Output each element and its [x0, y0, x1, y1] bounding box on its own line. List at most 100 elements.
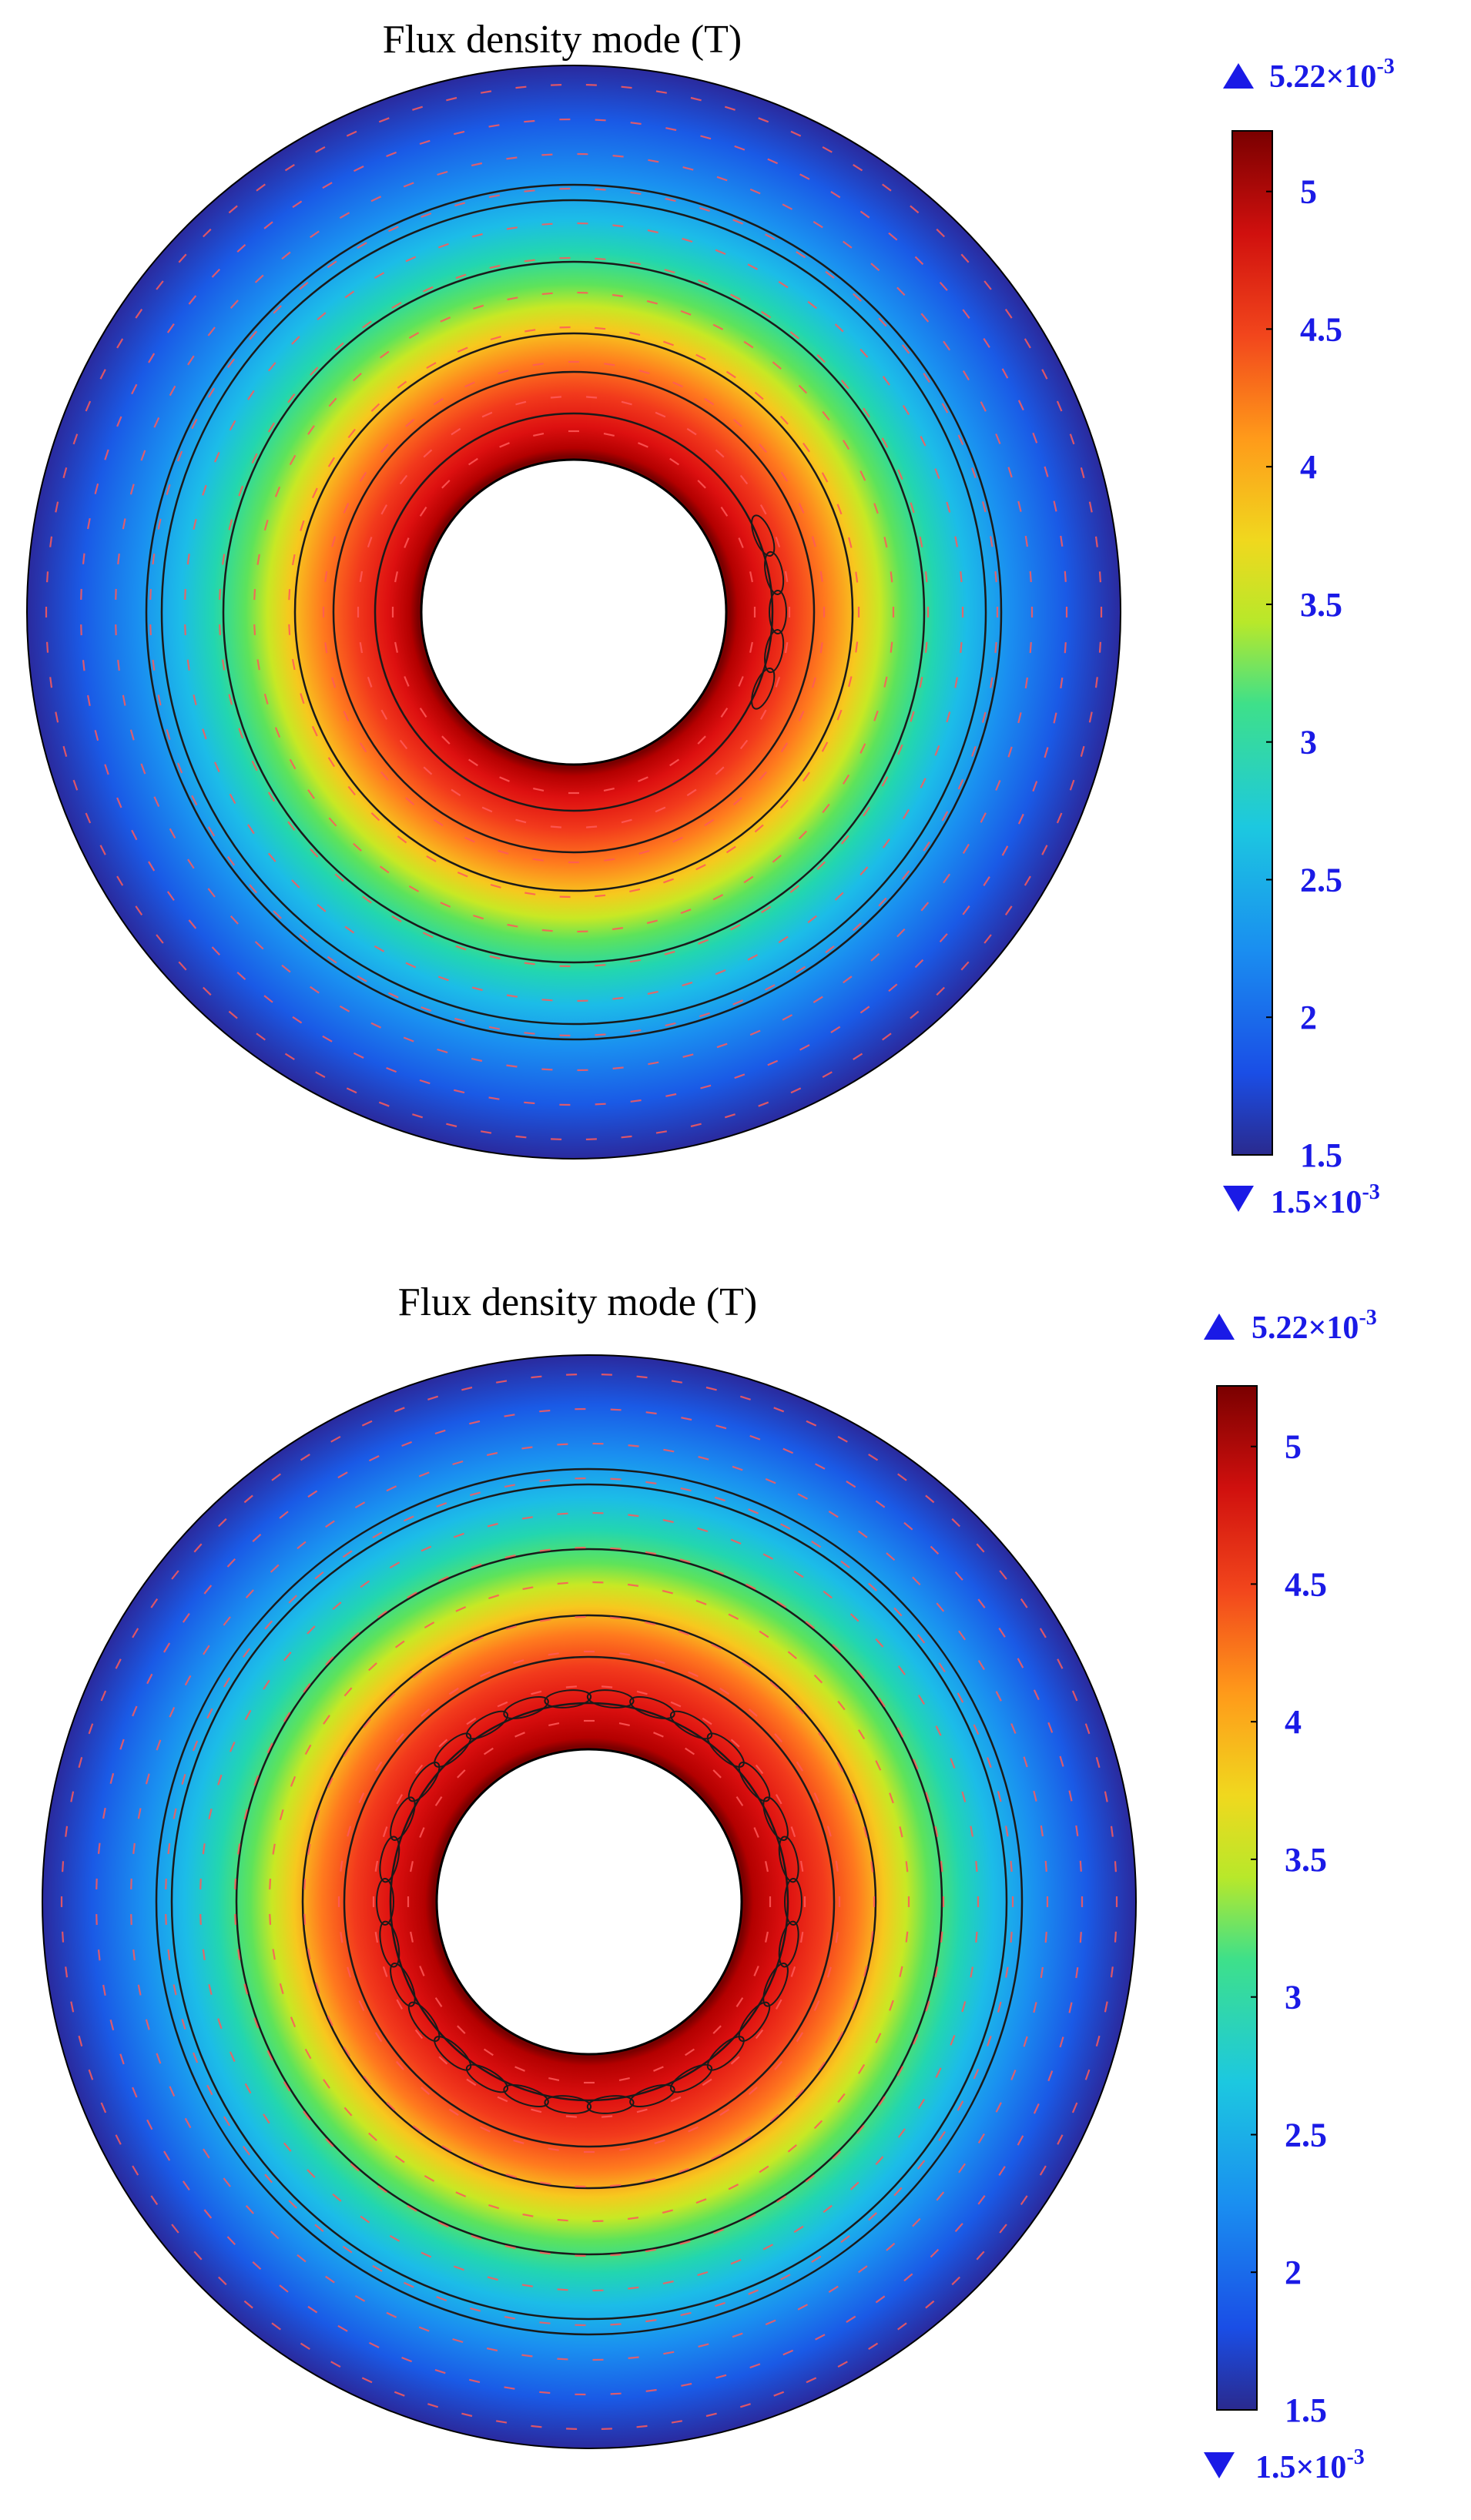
flux-arrow — [181, 1773, 186, 1785]
flux-arrow — [998, 1628, 1006, 1638]
flux-arrow — [252, 2261, 262, 2271]
flux-arrow — [789, 885, 799, 893]
flux-arrow — [404, 2281, 414, 2288]
flux-arrow — [803, 771, 810, 782]
flux-arrow — [662, 1519, 674, 1524]
flux-arrow — [322, 1035, 333, 1042]
flux-arrow — [267, 422, 276, 433]
flux-arrow — [85, 812, 92, 824]
flux-arrow — [893, 2187, 903, 2197]
flux-arrow — [890, 641, 893, 653]
flux-arrow — [374, 2032, 383, 2043]
flux-arrow — [94, 483, 99, 494]
flux-arrow — [440, 902, 451, 908]
flux-arrow — [203, 986, 212, 996]
flux-arrow — [506, 156, 518, 160]
flux-arrow — [273, 305, 282, 314]
flux-arrow — [870, 263, 880, 272]
flux-arrow — [253, 2017, 260, 2029]
flux-arrow — [386, 2311, 397, 2318]
flux-arrow — [472, 2160, 484, 2167]
flux-arrow — [471, 2234, 482, 2241]
flux-arrow — [382, 1826, 388, 1838]
flux-arrow — [935, 2067, 942, 2078]
flux-arrow — [853, 293, 862, 302]
flux-arrow — [441, 480, 451, 489]
flux-arrow — [695, 2198, 707, 2204]
flux-arrow — [852, 1793, 858, 1805]
flux-arrow — [610, 1408, 622, 1411]
flux-arrow — [882, 1032, 892, 1041]
flux-arrow — [230, 915, 239, 925]
boundary-ring — [235, 1548, 943, 2256]
flux-arrow — [748, 1508, 759, 1514]
flux-arrow — [421, 2251, 432, 2258]
flux-arrow — [897, 2128, 906, 2138]
flux-arrow — [438, 1739, 448, 1748]
flux-arrow — [310, 848, 319, 858]
flux-arrow — [264, 1620, 273, 1630]
flux-arrow — [132, 1628, 139, 1638]
flux-arrow — [471, 1563, 482, 1569]
flux-arrow — [875, 1638, 884, 1648]
flux-arrow — [732, 999, 744, 1006]
flux-arrow — [732, 2332, 743, 2338]
flux-arrow — [698, 279, 709, 286]
flux-arrow — [728, 1613, 739, 1620]
flux-arrow — [70, 2001, 75, 2013]
flux-arrow — [923, 841, 930, 852]
flux-arrow — [234, 1913, 236, 1925]
flux-arrow — [990, 536, 994, 547]
flux-arrow — [923, 373, 930, 383]
flux-arrow — [822, 1071, 833, 1079]
flux-arrow — [367, 676, 373, 688]
flux-arrow — [610, 2184, 622, 2187]
flux-arrow — [773, 1407, 785, 1413]
flux-arrow — [388, 992, 399, 999]
flux-arrow — [437, 243, 449, 249]
flux-arrow — [799, 173, 810, 180]
flux-arrow — [813, 220, 823, 229]
flux-arrow — [1064, 571, 1067, 582]
flux-arrow — [648, 159, 659, 163]
flux-arrow — [663, 340, 674, 346]
flux-arrow — [119, 1739, 125, 1750]
flux-arrow — [822, 410, 830, 421]
flux-arrow — [1088, 501, 1093, 513]
flux-arrow — [254, 274, 264, 283]
flux-arrow — [1004, 308, 1013, 319]
flux-arrow — [213, 451, 220, 463]
flux-arrow — [767, 1059, 779, 1066]
flux-arrow — [897, 744, 903, 755]
flux-arrow — [976, 1543, 985, 1553]
flux-arrow — [882, 183, 892, 192]
flux-arrow — [421, 213, 432, 218]
flux-arrow — [524, 259, 535, 263]
winding-coil — [407, 1762, 441, 1802]
flux-arrow — [822, 146, 833, 153]
flux-arrow — [893, 1607, 903, 1617]
flux-arrow — [323, 1715, 330, 1725]
flux-arrow — [146, 1673, 153, 1685]
flux-arrow — [487, 1522, 498, 1528]
flux-arrow — [960, 641, 963, 653]
flux-arrow — [506, 994, 518, 998]
flux-arrow — [434, 1795, 443, 1806]
flux-arrow — [698, 1456, 709, 1461]
flux-arrow — [403, 182, 414, 188]
flux-arrow — [423, 766, 433, 775]
flux-arrow — [1010, 1931, 1013, 1943]
flux-arrow — [663, 878, 674, 884]
flux-arrow — [193, 694, 197, 706]
flux-arrow — [94, 730, 99, 741]
flux-arrow — [117, 659, 120, 671]
colorbar-tick-label: 4.5 — [1285, 1565, 1327, 1603]
flux-arrow — [807, 300, 817, 310]
flux-arrow — [1057, 1658, 1064, 1669]
flux-arrow — [595, 1103, 606, 1106]
flux-arrow — [55, 501, 59, 513]
flux-arrow — [713, 2228, 725, 2234]
flux-arrow — [665, 127, 677, 132]
flux-arrow — [813, 1792, 820, 1803]
flux-arrow — [288, 2200, 297, 2209]
